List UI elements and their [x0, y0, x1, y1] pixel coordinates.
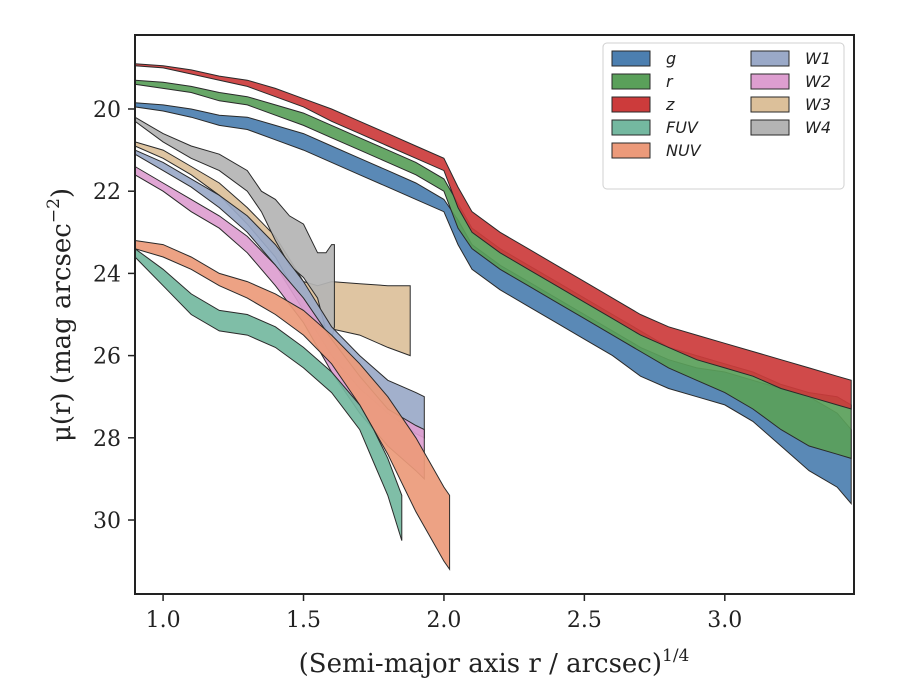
x-axis-title-text: (Semi-major axis r / arcsec): [299, 649, 662, 679]
legend-swatch-r: [611, 73, 651, 90]
y-tick-label: 26: [93, 345, 121, 370]
legend-label-r: r: [666, 72, 674, 91]
legend-label-nuv: NUV: [666, 141, 702, 160]
legend-swatch-z: [611, 96, 651, 113]
x-tick-label: 1.5: [286, 608, 321, 633]
series-areas: [134, 63, 852, 571]
legend-swatch-fuv: [611, 119, 651, 136]
x-axis-title: (Semi-major axis r / arcsec)1/4: [299, 646, 690, 679]
y-axis: 20 22 24 26 28 30: [93, 98, 135, 534]
legend-label-z: z: [665, 95, 675, 114]
legend-swatch-w1: [750, 50, 790, 67]
x-tick-label: 2.0: [426, 608, 461, 633]
legend-swatch-w3: [750, 96, 790, 113]
legend-label-g: g: [666, 49, 676, 68]
x-axis-title-exponent: 1/4: [662, 646, 689, 666]
legend-label-w1: W1: [805, 49, 831, 68]
legend-swatch-w4: [750, 119, 790, 136]
legend-swatch-g: [611, 50, 651, 67]
band-z: [134, 63, 852, 410]
plot-frame: [134, 34, 855, 595]
band-fuv: [134, 247, 403, 541]
legend-label-w3: W3: [805, 95, 831, 114]
band-g: [134, 102, 852, 505]
legend-label-fuv: FUV: [666, 118, 699, 137]
y-tick-label: 24: [93, 262, 121, 287]
y-axis-title-exponent: −2: [44, 198, 64, 223]
y-tick-label: 22: [93, 180, 121, 205]
x-axis: 1.0 1.5 2.0 2.5 3.0: [146, 594, 742, 633]
x-tick-label: 3.0: [707, 608, 742, 633]
legend-label-w4: W4: [805, 118, 831, 137]
x-tick-label: 2.5: [567, 608, 602, 633]
y-tick-label: 28: [93, 427, 121, 452]
y-tick-label: 20: [93, 98, 121, 123]
legend-swatch-nuv: [611, 142, 651, 159]
y-axis-title: μ(r) (mag arcsec−2): [44, 188, 77, 442]
band-w4: [134, 116, 335, 341]
x-tick-label: 1.0: [146, 608, 181, 633]
band-r: [134, 79, 852, 460]
legend-label-w2: W2: [805, 72, 831, 91]
y-axis-title-text: μ(r) (mag arcsec: [47, 223, 77, 442]
y-tick-label: 30: [93, 509, 121, 534]
legend-swatch-w2: [750, 73, 790, 90]
legend: grz FUV NUV W1 W2 W3 W4: [602, 42, 845, 190]
band-nuv: [134, 239, 451, 571]
y-axis-title-close: ): [47, 188, 77, 198]
